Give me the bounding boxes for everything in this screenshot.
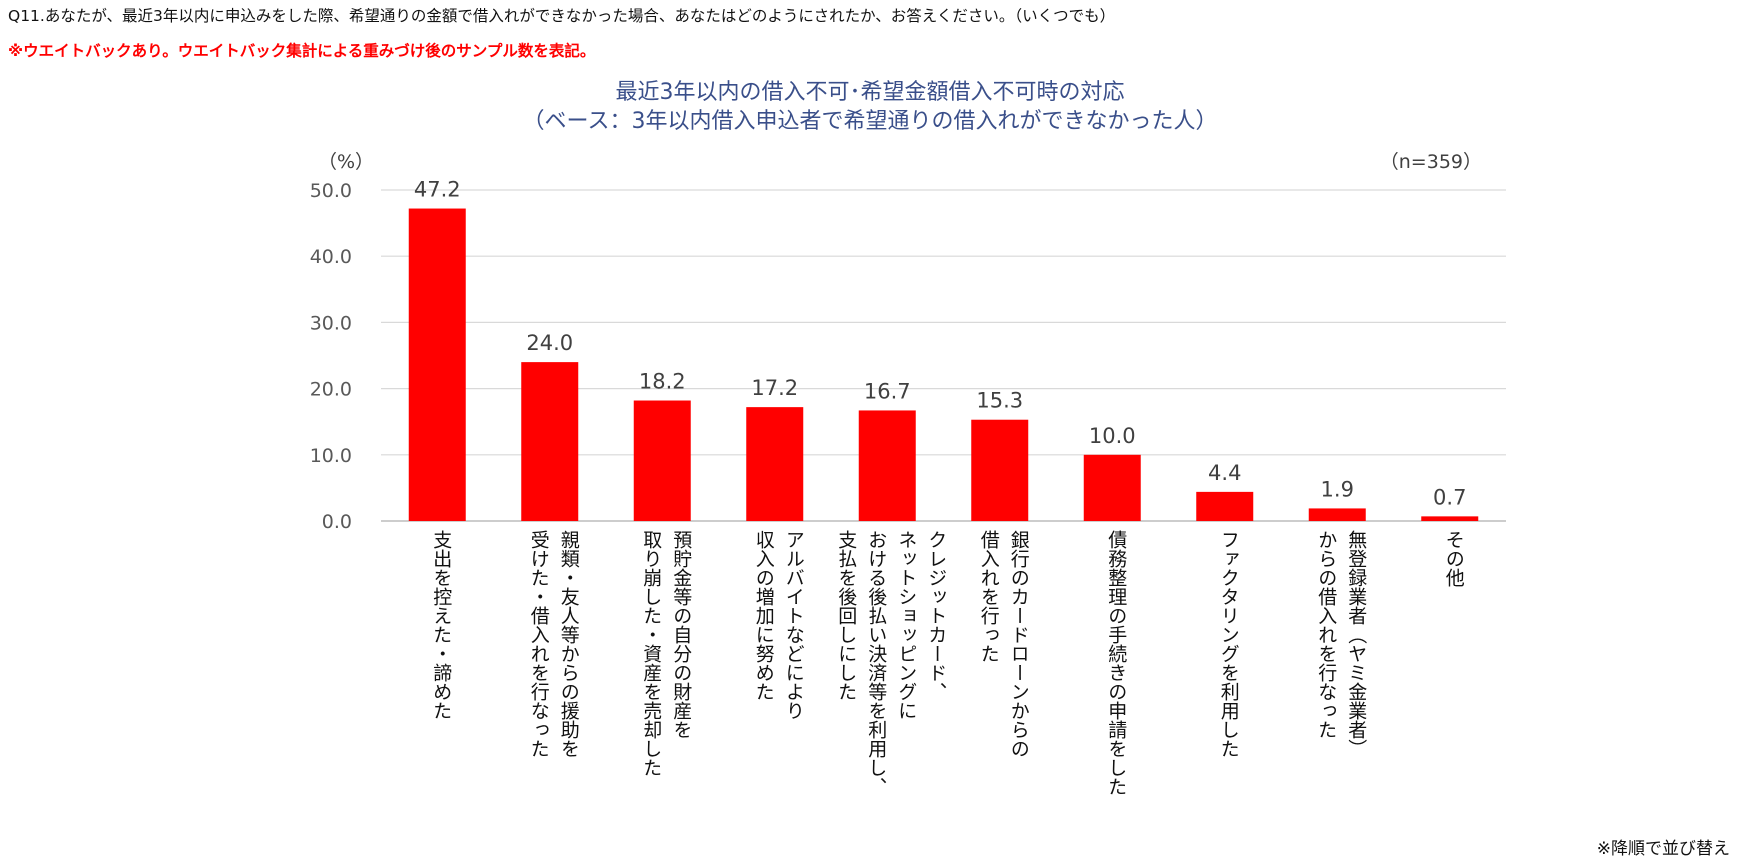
value-label: 4.4 (1208, 461, 1241, 485)
category-label-line: その他 (1442, 530, 1465, 587)
bars (408, 208, 1479, 521)
category-label-line: ファクタリングを利用した (1217, 530, 1240, 758)
category-label-line: クレジットカード、 (925, 530, 948, 701)
y-tick-label: 40.0 (310, 246, 352, 268)
chart-subtitle: （ベース：3年以内借入申込者で希望通りの借入れができなかった人） (522, 109, 1218, 134)
bar (746, 407, 804, 521)
category-label-line: ネットショッピングに (895, 530, 918, 720)
value-label: 1.9 (1321, 477, 1354, 501)
value-label: 0.7 (1433, 485, 1466, 509)
category-label-line: 無登録業者（ヤミ金業者） (1345, 530, 1368, 758)
value-label: 15.3 (976, 389, 1023, 413)
category-label: 親類・友人等からの援助を 受けた・借入れを行なった (522, 530, 582, 758)
category-label-line: おける後払い決済等を利用し、 (865, 530, 888, 796)
bar (1421, 516, 1479, 521)
bar (633, 400, 691, 521)
category-label-line: 借入れを行った (977, 530, 1000, 663)
category-label-line: 取り崩した・資産を売却した (640, 530, 663, 777)
category-label-line: 銀行のカードローンからの (1007, 530, 1030, 758)
sample-size-label: （n=359） (1379, 151, 1482, 173)
sort-order-note: ※降順で並び替え (1596, 839, 1730, 859)
weighting-note: ※ウエイトバックあり。ウエイトバック集計による重みづけ後のサンプル数を表記。 (8, 42, 596, 60)
category-label-line: 支出を控えた・諦めた (430, 530, 453, 720)
bar (858, 410, 916, 521)
value-label: 24.0 (526, 331, 573, 355)
category-label: 支出を控えた・諦めた (424, 530, 454, 720)
value-label: 18.2 (639, 370, 686, 394)
value-label: 16.7 (864, 379, 911, 403)
category-label-line: 収入の増加に努めた (752, 530, 775, 701)
y-tick-label: 20.0 (310, 379, 352, 401)
question-text: Q11.あなたが、最近3年以内に申込みをした際、希望通りの金額で借入れができなか… (8, 7, 1116, 25)
chart-title: 最近3年以内の借入不可･希望金額借入不可時の対応 (615, 80, 1125, 105)
category-label-line: アルバイトなどにより (782, 530, 805, 720)
category-label-line: 債務整理の手続きの申請をした (1105, 530, 1128, 796)
y-tick-label: 30.0 (310, 312, 352, 334)
category-label-line: からの借入れを行なった (1315, 530, 1338, 739)
category-label: 債務整理の手続きの申請をした (1099, 530, 1129, 796)
value-label: 10.0 (1089, 424, 1136, 448)
category-label-line: 支払を後回しにした (835, 530, 858, 701)
y-tick-label: 10.0 (310, 445, 352, 467)
category-label: 銀行のカードローンからの 借入れを行った (972, 530, 1032, 758)
y-tick-label: 50.0 (310, 180, 352, 202)
value-label: 47.2 (414, 178, 461, 202)
category-label: クレジットカード、 ネットショッピングに おける後払い決済等を利用し、 支払を後回しに… (829, 530, 949, 796)
y-tick-label: 0.0 (322, 511, 352, 533)
bar (1196, 491, 1254, 521)
category-label: その他 (1437, 530, 1467, 587)
bar (408, 208, 466, 521)
category-label: アルバイトなどにより 収入の増加に努めた (747, 530, 807, 720)
value-labels: 47.2 24.0 18.2 17.2 16.7 15.3 10.0 4.4 1.9 0.7 (414, 178, 1467, 510)
category-label-line: 親類・友人等からの援助を (557, 530, 580, 758)
y-axis-unit-label: （%） (318, 151, 375, 173)
bar (971, 419, 1029, 521)
category-label: ファクタリングを利用した (1212, 530, 1242, 758)
value-label: 17.2 (751, 376, 798, 400)
bar (521, 362, 579, 521)
bar (1083, 454, 1141, 521)
category-label: 無登録業者（ヤミ金業者） からの借入れを行なった (1309, 530, 1369, 758)
category-label-line: 預貯金等の自分の財産を (670, 530, 693, 739)
y-axis-ticks: 0.0 10.0 20.0 30.0 40.0 50.0 (310, 180, 352, 533)
category-label-line: 受けた・借入れを行なった (527, 530, 550, 758)
bar (1308, 508, 1366, 521)
category-label: 預貯金等の自分の財産を 取り崩した・資産を売却した (634, 530, 694, 777)
